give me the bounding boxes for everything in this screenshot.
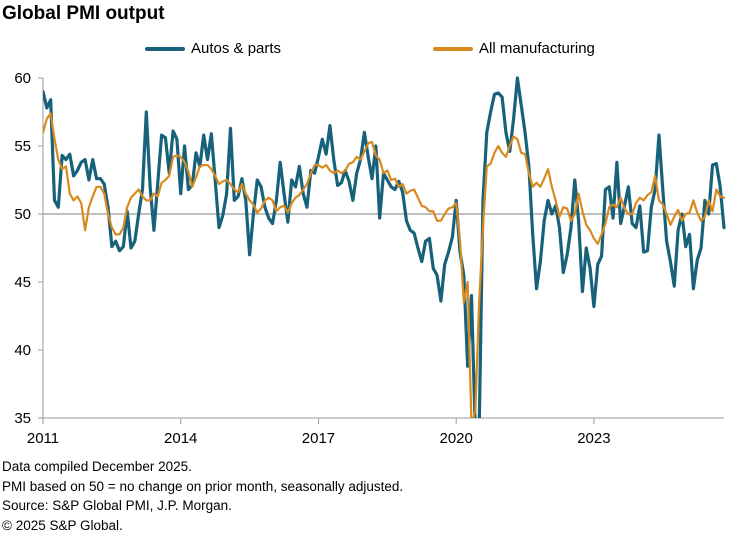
note-pmi-definition: PMI based on 50 = no change on prior mon… — [2, 478, 404, 494]
line-chart: 35 40 45 50 55 60 2011 2014 2017 2020 2023 — [14, 70, 726, 447]
x-tick-label-2011: 2011 — [27, 430, 59, 447]
y-tick-label-45: 45 — [14, 274, 31, 291]
chart-title: Global PMI output — [2, 3, 165, 24]
x-tick-label-2023: 2023 — [577, 430, 610, 447]
x-tick-label-2020: 2020 — [440, 430, 473, 447]
legend-label-manufacturing: All manufacturing — [479, 40, 595, 57]
note-compiled: Data compiled December 2025. — [2, 459, 192, 474]
note-source: Source: S&P Global PMI, J.P. Morgan. — [2, 498, 232, 513]
legend: Autos & parts All manufacturing — [0, 40, 745, 62]
legend-swatch-manufacturing — [433, 46, 473, 51]
chart-notes: Data compiled December 2025. PMI based o… — [2, 457, 403, 535]
x-tick-label-2017: 2017 — [302, 430, 335, 447]
series-line-all-manufacturing — [43, 112, 726, 418]
y-tick-label-40: 40 — [14, 342, 31, 359]
note-copyright: © 2025 S&P Global. — [2, 517, 123, 533]
y-tick-label-50: 50 — [14, 206, 31, 223]
x-tick-label-2014: 2014 — [164, 430, 197, 447]
y-tick-label-55: 55 — [14, 138, 31, 155]
legend-item-autos: Autos & parts — [145, 40, 281, 57]
y-tick-label-35: 35 — [14, 410, 31, 427]
legend-swatch-autos — [145, 46, 185, 51]
series-line-autos-parts — [43, 76, 726, 418]
legend-item-manufacturing: All manufacturing — [433, 40, 595, 57]
y-tick-label-60: 60 — [14, 70, 31, 87]
legend-label-autos: Autos & parts — [191, 40, 282, 57]
